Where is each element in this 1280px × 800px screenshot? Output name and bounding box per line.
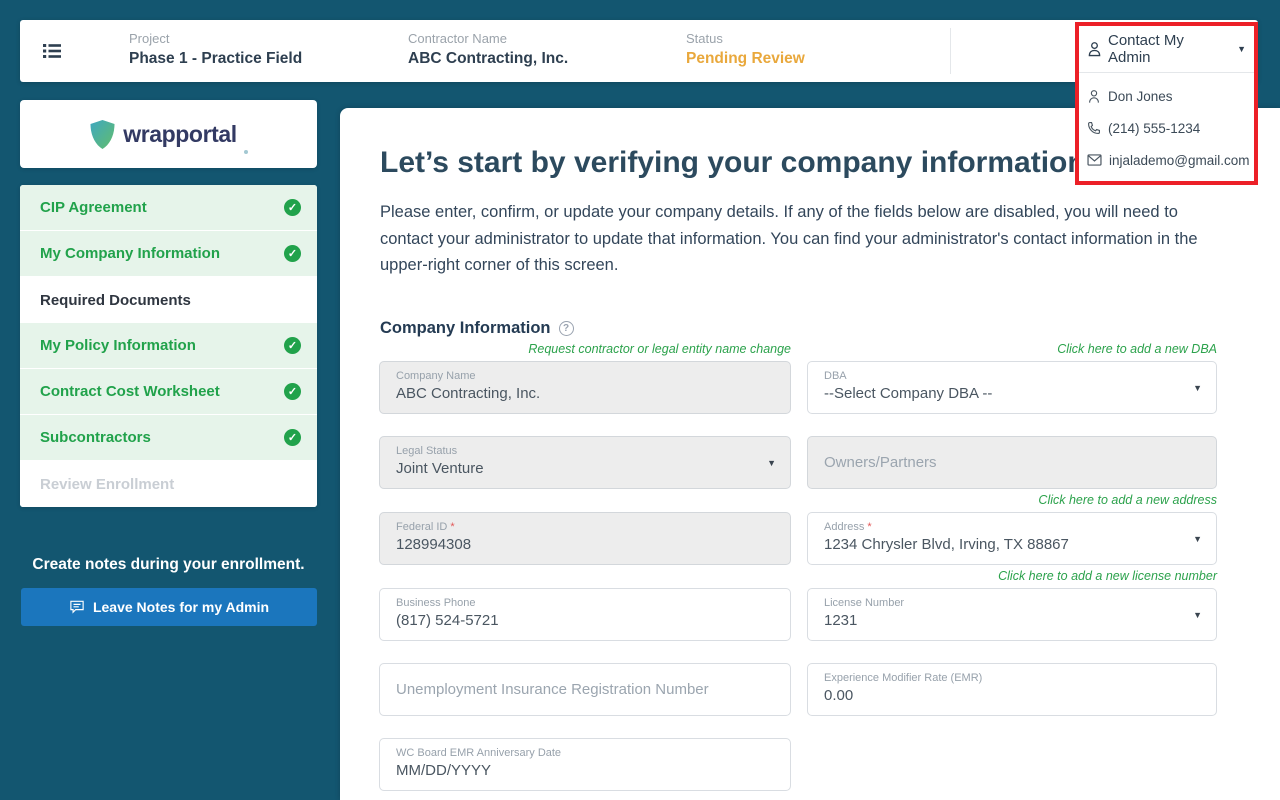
leave-notes-button-label: Leave Notes for my Admin	[92, 599, 270, 615]
company-name-field: Company Name ABC Contracting, Inc.	[379, 361, 791, 414]
check-circle-icon: ✓	[284, 337, 301, 354]
dba-select[interactable]: DBA --Select Company DBA -- ▼	[807, 361, 1217, 414]
help-icon[interactable]: ?	[558, 321, 574, 336]
admin-contact-list: Don Jones (214) 555-1234 injalademo@gmai…	[1079, 73, 1254, 176]
dropdown-caret-icon: ▼	[767, 457, 776, 468]
leave-notes-button[interactable]: Leave Notes for my Admin	[21, 588, 317, 626]
status-info: Status Pending Review	[686, 31, 805, 68]
license-number-value: 1231	[824, 612, 858, 629]
dba-label: DBA	[824, 370, 847, 382]
dba-value: --Select Company DBA --	[824, 385, 993, 402]
project-label: Project	[129, 31, 170, 46]
admin-email-item[interactable]: injalademo@gmail.com	[1087, 144, 1254, 176]
contractor-name-label: Contractor Name	[408, 31, 507, 46]
project-value: Phase 1 - Practice Field	[129, 50, 303, 67]
sidebar-item-contract-cost-worksheet[interactable]: Contract Cost Worksheet ✓	[20, 369, 317, 415]
admin-name: Don Jones	[1108, 88, 1173, 104]
notes-prompt-text: Create notes during your enrollment.	[32, 556, 305, 573]
page-title: Let’s start by verifying your company in…	[380, 146, 1086, 179]
sidebar-item-my-policy-information[interactable]: My Policy Information ✓	[20, 323, 317, 369]
section-title: Company Information	[380, 319, 551, 337]
status-label: Status	[686, 31, 723, 46]
address-label: Address *	[824, 521, 872, 533]
app-logo: wrapportal	[20, 100, 317, 168]
wc-board-date-value: MM/DD/YYYY	[396, 762, 492, 779]
person-icon	[1087, 41, 1102, 57]
sidebar-item-cip-agreement[interactable]: CIP Agreement ✓	[20, 185, 317, 231]
admin-phone-item[interactable]: (214) 555-1234	[1087, 112, 1254, 144]
contact-admin-button[interactable]: Contact My Admin ▼	[1079, 26, 1254, 73]
admin-email: injalademo@gmail.com	[1109, 152, 1250, 168]
business-phone-value: (817) 524-5721	[396, 612, 499, 629]
contractor-name-value: ABC Contracting, Inc.	[408, 50, 569, 67]
sidebar-item-subcontractors[interactable]: Subcontractors ✓	[20, 415, 317, 461]
address-value: 1234 Chrysler Blvd, Irving, TX 88867	[824, 536, 1069, 553]
owners-partners-placeholder: Owners/Partners	[824, 454, 937, 471]
emr-label: Experience Modifier Rate (EMR)	[824, 672, 983, 684]
check-circle-icon: ✓	[284, 199, 301, 216]
add-dba-link[interactable]: Click here to add a new DBA	[1057, 342, 1217, 356]
sidebar-item-required-documents[interactable]: Required Documents	[20, 277, 317, 323]
admin-name-item[interactable]: Don Jones	[1087, 80, 1254, 112]
legal-status-label: Legal Status	[396, 445, 458, 457]
required-asterisk: *	[450, 521, 455, 533]
required-asterisk: *	[867, 521, 872, 533]
license-number-select[interactable]: License Number 1231 ▼	[807, 588, 1217, 641]
project-info: Project Phase 1 - Practice Field	[129, 31, 302, 68]
federal-id-label: Federal ID *	[396, 521, 455, 533]
legal-status-value: Joint Venture	[396, 460, 484, 477]
owners-partners-field: Owners/Partners	[807, 436, 1217, 489]
business-phone-field[interactable]: Business Phone (817) 524-5721	[379, 588, 791, 641]
unemployment-insurance-placeholder: Unemployment Insurance Registration Numb…	[396, 681, 709, 698]
list-menu-icon[interactable]	[43, 43, 61, 59]
wc-board-date-field[interactable]: WC Board EMR Anniversary Date MM/DD/YYYY	[379, 738, 791, 791]
status-badge: Pending Review	[686, 50, 805, 67]
sidebar-item-my-company-information[interactable]: My Company Information ✓	[20, 231, 317, 277]
dropdown-caret-icon: ▼	[1193, 382, 1202, 393]
logo-dot	[243, 150, 248, 154]
license-number-label: License Number	[824, 597, 905, 609]
intro-text: Please enter, confirm, or update your co…	[380, 203, 1198, 274]
dropdown-caret-icon: ▼	[1193, 609, 1202, 620]
sidebar-item-review-enrollment: Review Enrollment	[20, 461, 317, 507]
company-name-label: Company Name	[396, 370, 476, 382]
company-information-section-header: Company Information ?	[380, 319, 574, 338]
dropdown-caret-icon: ▼	[1193, 533, 1202, 544]
emr-value: 0.00	[824, 687, 854, 704]
add-license-link[interactable]: Click here to add a new license number	[998, 569, 1217, 583]
envelope-icon	[1087, 154, 1102, 166]
address-select[interactable]: Address * 1234 Chrysler Blvd, Irving, TX…	[807, 512, 1217, 565]
phone-icon	[1087, 121, 1101, 135]
add-address-link[interactable]: Click here to add a new address	[1038, 493, 1217, 507]
federal-id-value: 128994308	[396, 536, 472, 553]
check-circle-icon: ✓	[284, 383, 301, 400]
contact-admin-label: Contact My Admin	[1108, 32, 1184, 66]
contact-admin-highlight-box: Contact My Admin ▼ Don Jones (214) 555-1…	[1075, 22, 1258, 185]
top-header-bar: Project Phase 1 - Practice Field Contrac…	[20, 20, 1258, 82]
emr-field[interactable]: Experience Modifier Rate (EMR) 0.00	[807, 663, 1217, 716]
unemployment-insurance-field[interactable]: Unemployment Insurance Registration Numb…	[379, 663, 791, 716]
speech-bubble-icon	[69, 600, 85, 614]
caret-down-icon: ▼	[1237, 44, 1246, 54]
name-change-link[interactable]: Request contractor or legal entity name …	[528, 342, 791, 356]
wc-board-date-label: WC Board EMR Anniversary Date	[396, 747, 562, 759]
business-phone-label: Business Phone	[396, 597, 476, 609]
company-name-value: ABC Contracting, Inc.	[396, 385, 541, 402]
admin-phone: (214) 555-1234	[1108, 120, 1201, 136]
check-circle-icon: ✓	[284, 245, 301, 262]
header-divider	[950, 28, 951, 74]
shield-logo-icon	[89, 119, 116, 150]
legal-status-select: Legal Status Joint Venture ▼	[379, 436, 791, 489]
enrollment-steps-menu: CIP Agreement ✓ My Company Information ✓…	[20, 185, 317, 507]
contractor-info: Contractor Name ABC Contracting, Inc.	[408, 31, 568, 68]
logo-wordmark: wrapportal	[123, 120, 237, 147]
check-circle-icon: ✓	[284, 429, 301, 446]
federal-id-field: Federal ID * 128994308	[379, 512, 791, 565]
person-icon	[1087, 89, 1101, 104]
